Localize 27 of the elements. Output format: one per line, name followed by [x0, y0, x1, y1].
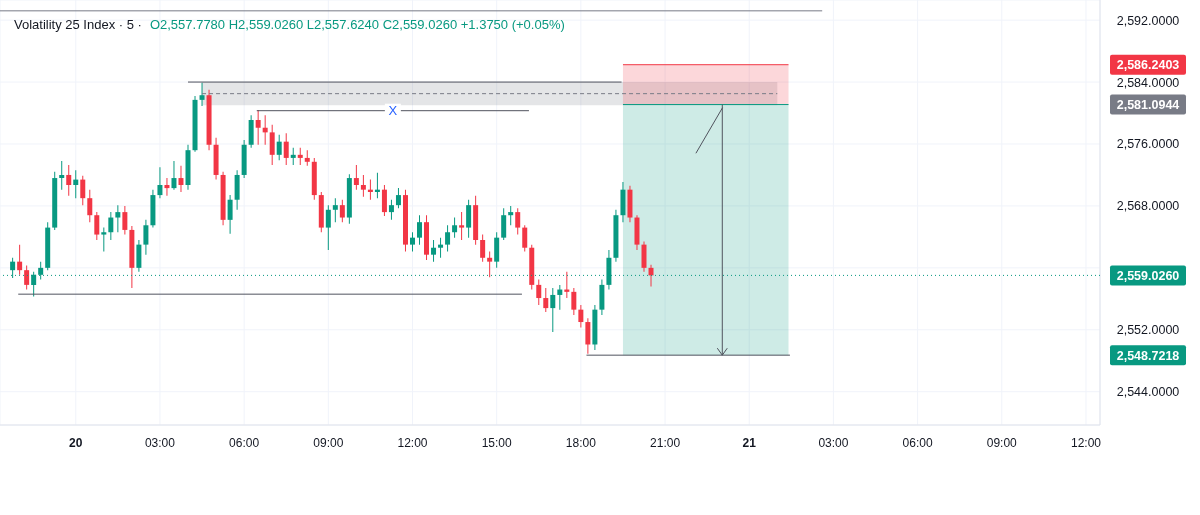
- y2-tick-label: 2,581.0944: [1116, 98, 1180, 113]
- x-tick-label: 20: [69, 436, 83, 450]
- text: Volatility 25 Index · 5 ·: [14, 17, 142, 32]
- y-tick-label: 2,568.0000: [1116, 199, 1180, 214]
- x-tick-label: 21:00: [650, 436, 681, 450]
- x-tick-label: 09:00: [313, 436, 344, 450]
- x-tick-label: 03:00: [144, 436, 176, 450]
- x-tick-label: 09:00: [986, 436, 1018, 450]
- annotation: X: [388, 103, 398, 119]
- y-tick-label: 2,552.0000: [1116, 323, 1180, 338]
- ref-line-label: 2,559.0260: [1116, 268, 1180, 283]
- y2-tick-label: 2,548.7218: [1116, 348, 1180, 363]
- x-tick-label: 12:00: [1070, 436, 1102, 450]
- x-tick-label: 06:00: [902, 436, 933, 450]
- x-tick-label: 03:00: [818, 436, 849, 450]
- x-tick-label: 21: [742, 436, 757, 450]
- text: O2,557.7780 H2,559.0260 L2,557.6240 C2,559.0260 +1.3750 (+0.05%): [149, 17, 565, 32]
- x-tick-label: 18:00: [565, 436, 597, 450]
- y-tick-label: 2,592.0000: [1116, 13, 1180, 28]
- y2-tick-label: 2,586.2403: [1116, 58, 1180, 73]
- x-tick-label: 12:00: [397, 436, 428, 450]
- y-tick-label: 2,584.0000: [1116, 75, 1180, 90]
- y-tick-label: 2,544.0000: [1116, 385, 1180, 400]
- x-tick-label: 06:00: [229, 436, 260, 450]
- candlestick: [59, 161, 65, 190]
- y-tick-label: 2,576.0000: [1116, 137, 1180, 152]
- x-tick-label: 15:00: [481, 436, 513, 450]
